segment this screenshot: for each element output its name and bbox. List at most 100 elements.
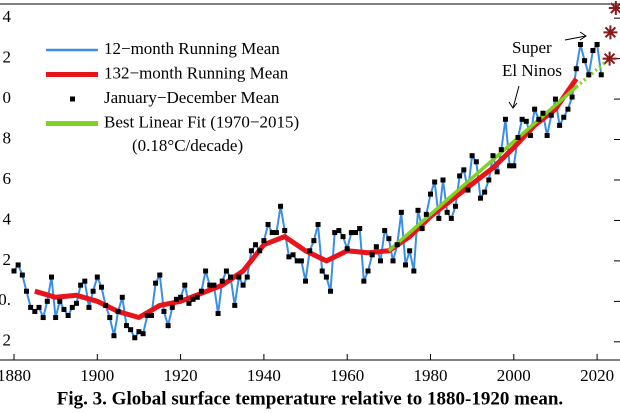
annual-mean	[211, 282, 217, 288]
y-tick-label: 4	[3, 7, 12, 26]
annual-mean	[573, 66, 579, 72]
annual-mean	[28, 304, 34, 310]
annual-mean	[123, 323, 129, 329]
annual-mean	[278, 203, 284, 209]
annual-mean	[548, 112, 554, 118]
annual-mean	[140, 331, 146, 337]
annual-mean	[203, 268, 209, 274]
annotation: El Ninos	[502, 61, 562, 80]
annual-mean	[82, 278, 88, 284]
annual-mean	[507, 163, 513, 169]
annual-mean	[294, 258, 300, 264]
annual-mean	[452, 203, 458, 209]
annual-mean	[323, 274, 329, 280]
annual-mean	[511, 163, 517, 169]
annual-mean	[257, 248, 263, 254]
annual-mean	[269, 230, 275, 236]
annual-mean	[582, 58, 588, 64]
annual-mean	[594, 41, 600, 47]
annual-mean	[223, 268, 229, 274]
y-tick-label: 6	[3, 169, 12, 188]
annual-mean	[544, 132, 550, 138]
annual-mean	[69, 304, 75, 310]
annual-mean	[265, 221, 271, 227]
annual-mean	[161, 308, 167, 314]
legend-entry: 12−month Running Mean	[46, 39, 280, 58]
annual-mean	[315, 221, 321, 227]
x-tick-label: 1920	[164, 366, 198, 385]
annual-mean	[157, 272, 163, 278]
annual-mean	[382, 228, 388, 234]
star-marker	[603, 25, 618, 40]
y-tick-label: 0	[3, 88, 12, 107]
x-tick-label: 2020	[580, 366, 614, 385]
annual-mean	[444, 209, 450, 215]
annual-mean	[469, 153, 475, 159]
annual-mean	[494, 169, 500, 175]
annual-mean	[40, 315, 46, 321]
annual-mean	[482, 189, 488, 195]
annual-mean	[86, 304, 92, 310]
annual-mean	[411, 268, 417, 274]
annual-mean	[419, 226, 425, 232]
annual-mean	[340, 234, 346, 240]
annual-mean	[90, 288, 96, 294]
y-tick-label: 2	[3, 250, 12, 269]
annual-mean	[361, 278, 367, 284]
annual-mean	[552, 96, 558, 102]
annual-mean	[540, 110, 546, 116]
annual-mean	[498, 147, 504, 153]
x-tick-label: 1940	[247, 366, 281, 385]
legend-entry: 132−month Running Mean	[46, 63, 289, 82]
annual-mean	[169, 304, 175, 310]
annual-mean	[502, 116, 508, 122]
annual-mean	[136, 329, 142, 335]
annual-mean	[19, 272, 25, 278]
annual-mean	[44, 298, 50, 304]
legend-label: 132−month Running Mean	[104, 63, 289, 82]
annual-mean	[128, 327, 134, 333]
annual-mean	[519, 116, 525, 122]
annual-mean	[561, 114, 567, 120]
y-tick-label: 0.	[0, 290, 11, 309]
annual-mean	[590, 48, 596, 54]
annual-mean	[357, 226, 363, 232]
annual-mean	[11, 268, 17, 274]
annual-mean	[240, 282, 246, 288]
x-tick-label: 1880	[0, 366, 31, 385]
annual-mean	[178, 294, 184, 300]
annual-mean	[207, 282, 213, 288]
annual-mean	[477, 195, 483, 201]
annual-mean	[486, 177, 492, 183]
annual-mean	[344, 246, 350, 252]
annual-mean	[527, 132, 533, 138]
annual-mean	[119, 294, 125, 300]
legend-label: 12−month Running Mean	[104, 39, 280, 58]
annual-mean	[253, 242, 259, 248]
annual-mean	[348, 230, 354, 236]
annual-mean	[423, 211, 429, 217]
annual-mean	[569, 94, 575, 100]
annual-mean	[319, 268, 325, 274]
annual-mean	[248, 248, 254, 254]
annual-mean	[303, 278, 309, 284]
annual-mean	[586, 72, 592, 78]
annual-mean	[73, 300, 79, 306]
annual-mean	[577, 41, 583, 47]
star-marker	[602, 51, 617, 66]
annual-mean	[490, 153, 496, 159]
annual-mean	[15, 262, 21, 268]
annual-mean	[194, 294, 200, 300]
annual-mean	[53, 315, 59, 321]
annual-mean	[61, 306, 67, 312]
annual-mean	[353, 230, 359, 236]
y-tick-label: 8	[3, 128, 12, 147]
annual-mean	[328, 288, 334, 294]
legend-label: January−December Mean	[104, 88, 280, 107]
annual-mean	[232, 302, 238, 308]
annual-mean	[332, 230, 338, 236]
annual-mean	[290, 252, 296, 258]
annotation: Super	[512, 38, 552, 57]
x-tick-label: 1960	[330, 366, 364, 385]
annual-mean	[386, 236, 392, 242]
